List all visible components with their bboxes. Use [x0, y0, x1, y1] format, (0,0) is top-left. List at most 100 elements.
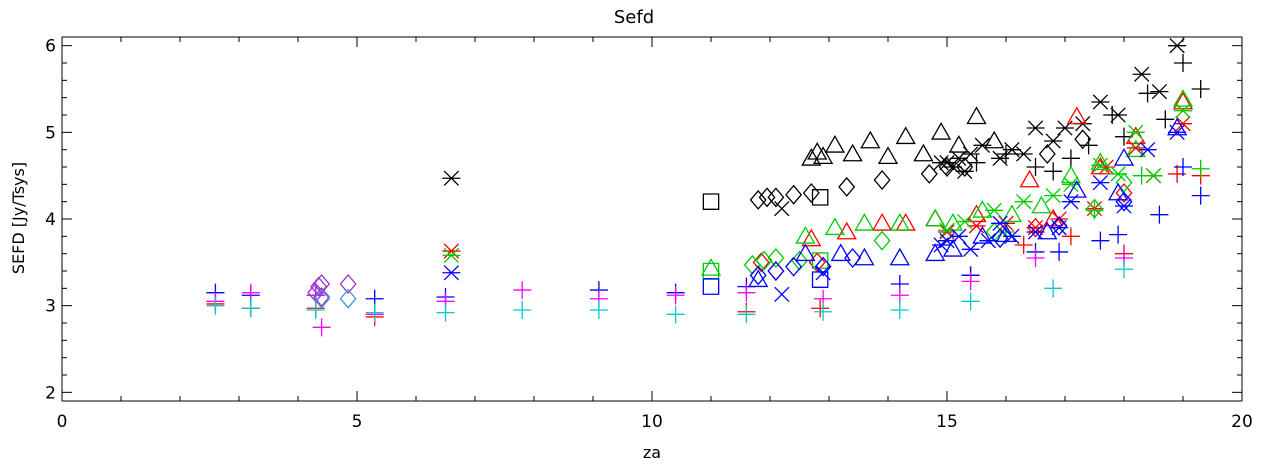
data-point-plus [1014, 236, 1033, 254]
data-point-plus [1026, 249, 1045, 267]
data-point-diamond [956, 156, 974, 178]
data-point-asterisk [1097, 159, 1116, 175]
data-point-plus [666, 286, 685, 305]
data-point-diamond [1115, 191, 1133, 212]
data-point-diamond [758, 187, 776, 208]
data-point-plus [241, 283, 260, 302]
data-point-asterisk [961, 241, 980, 257]
data-point-diamond [814, 256, 832, 277]
data-point-asterisk [1132, 66, 1151, 82]
data-point-triangle [824, 135, 846, 153]
data-point-asterisk [1050, 211, 1069, 227]
data-point-cross [774, 200, 790, 217]
data-point-triangle [842, 143, 863, 162]
data-point-triangle [913, 143, 934, 162]
data-point-diamond [838, 176, 856, 197]
data-point-diamond [767, 260, 785, 282]
data-point-diamond [873, 230, 891, 251]
data-point-plus [1079, 136, 1098, 155]
data-point-plus [1174, 158, 1192, 176]
data-point-triangle [984, 130, 1005, 149]
data-point-asterisk [1174, 116, 1192, 132]
data-point-cross [774, 286, 790, 303]
data-point-diamond [313, 273, 331, 295]
data-point-triangle [871, 213, 893, 231]
data-point-asterisk [442, 265, 461, 281]
data-point-diamond [844, 247, 862, 269]
data-point-triangle [1125, 139, 1146, 158]
data-point-diamond [785, 256, 803, 277]
data-point-triangle [836, 221, 857, 240]
data-point-triangle [1031, 195, 1052, 214]
data-point-triangle [995, 224, 1017, 242]
data-point-plus [436, 303, 455, 322]
x-tick-label: 15 [936, 412, 958, 432]
data-point-asterisk [1014, 146, 1033, 162]
data-point-triangle [966, 106, 987, 125]
data-point-triangle [1172, 89, 1194, 107]
data-point-triangle [795, 226, 816, 244]
x-tick-label: 5 [352, 412, 363, 432]
data-point-asterisk [1014, 194, 1033, 210]
data-point-diamond [313, 288, 331, 309]
data-point-triangle [1125, 126, 1146, 145]
data-point-square [702, 262, 720, 280]
data-point-plus [1103, 106, 1122, 124]
data-point-plus [312, 318, 331, 337]
data-point-plus [1191, 186, 1210, 205]
data-point-triangle [1166, 117, 1188, 136]
data-point-triangle [801, 228, 822, 247]
data-point-diamond [339, 273, 357, 295]
data-point-triangle [1066, 106, 1087, 125]
data-point-square [702, 193, 720, 210]
data-point-plus [1191, 80, 1210, 98]
data-point-triangle [1060, 165, 1082, 184]
data-point-asterisk [1168, 124, 1187, 140]
data-point-triangle [812, 146, 834, 164]
data-point-triangle [972, 200, 993, 218]
data-point-plus [1061, 227, 1080, 246]
data-point-plus [997, 145, 1015, 163]
data-point-plus [306, 301, 325, 319]
data-point-triangle [830, 243, 851, 262]
data-point-diamond [873, 169, 891, 191]
data-point-diamond [339, 288, 357, 309]
data-point-plus [737, 305, 756, 324]
data-point-triangle [948, 135, 969, 153]
data-point-triangle [854, 247, 875, 266]
y-tick-label: 2 [45, 383, 56, 403]
data-point-triangle [895, 126, 916, 145]
data-point-asterisk [955, 163, 974, 179]
data-point-triangle [925, 208, 946, 227]
data-point-triangle [1066, 180, 1087, 198]
data-point-triangle [801, 148, 822, 166]
data-point-diamond [802, 182, 820, 204]
data-point-diamond [749, 189, 767, 210]
data-point-triangle [889, 247, 910, 266]
x-axis-label: za [643, 443, 661, 462]
data-point-plus [737, 283, 756, 302]
data-point-diamond [1038, 143, 1056, 165]
data-point-triangle [942, 239, 964, 257]
data-point-asterisk [1115, 198, 1133, 214]
data-point-diamond [1026, 217, 1045, 238]
data-point-diamond [1115, 182, 1133, 204]
data-point-diamond [767, 247, 785, 269]
data-point-diamond [767, 187, 785, 208]
data-point-asterisk [1026, 120, 1045, 136]
data-point-triangle [1019, 169, 1040, 188]
data-point-diamond [785, 184, 803, 205]
data-point-asterisk [1044, 187, 1063, 204]
data-point-asterisk [1126, 124, 1145, 140]
data-point-asterisk [1091, 94, 1110, 110]
data-point-asterisk [1150, 83, 1169, 100]
data-point-triangle [925, 243, 946, 262]
data-point-triangle [854, 213, 875, 231]
data-point-triangle [895, 213, 916, 231]
chart-title: Sefd [614, 7, 654, 28]
data-point-plus [1150, 205, 1169, 224]
data-point-triangle [1113, 148, 1135, 166]
data-point-triangle [925, 208, 946, 227]
y-tick-label: 3 [45, 297, 56, 317]
